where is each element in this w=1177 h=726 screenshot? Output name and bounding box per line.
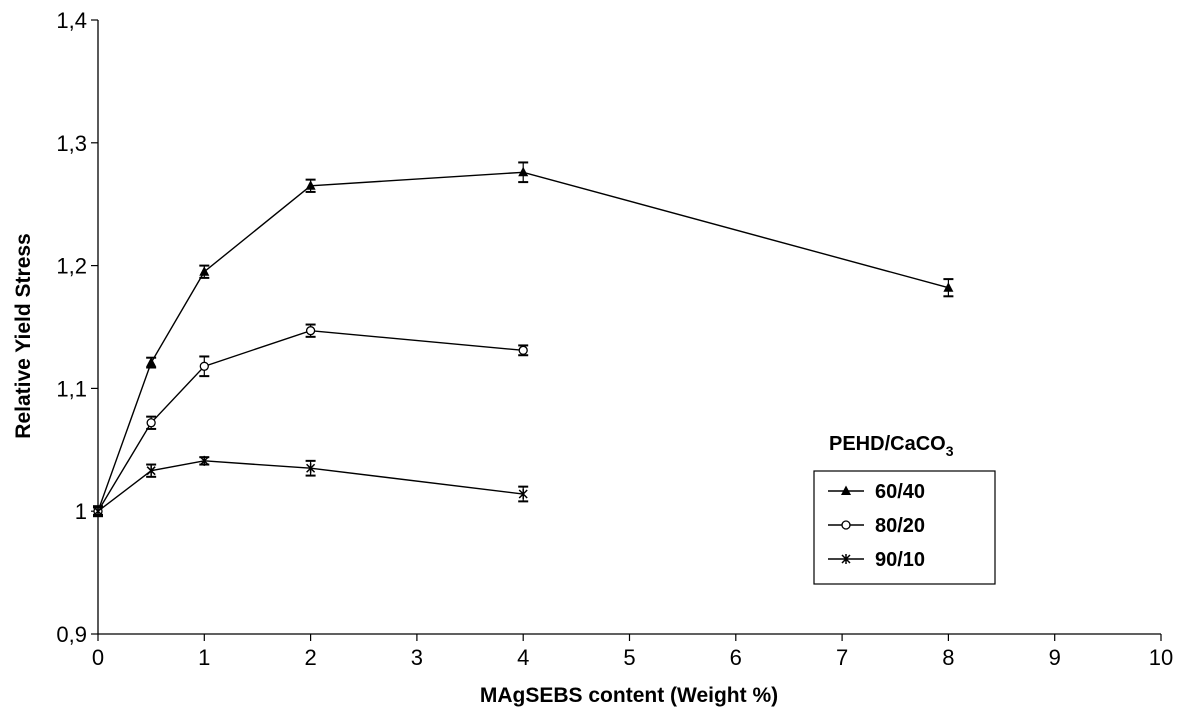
legend-label: 80/20: [875, 515, 925, 537]
data-point: [305, 326, 316, 336]
x-axis-label: MAgSEBS content (Weight %): [480, 684, 778, 707]
x-tick-label: 7: [836, 645, 848, 670]
data-point: [199, 361, 209, 371]
x-tick-label: 6: [730, 645, 742, 670]
y-tick-label: 1,3: [56, 131, 87, 156]
data-point: [146, 357, 157, 367]
data-point: [518, 166, 529, 177]
data-point: [306, 463, 316, 474]
legend-label: 60/40: [875, 481, 925, 503]
data-point: [518, 489, 528, 500]
data-point: [943, 282, 954, 292]
y-tick-label: 1,1: [56, 376, 87, 401]
x-tick-label: 8: [942, 645, 954, 670]
legend: PEHD/CaCO3 60/40 80/20 90/10: [813, 433, 996, 585]
y-tick-label: 1,2: [56, 254, 87, 279]
legend-label: 90/10: [875, 549, 925, 571]
series-line: [97, 329, 524, 512]
axis-ticks: 0 1 2 3 4 5 6 7 8 9 10 0,9 1 1,1 1,2 1,3 1,4: [56, 8, 1173, 670]
x-tick-label: 9: [1049, 645, 1061, 670]
series-1: [93, 323, 529, 518]
series-line: [97, 171, 949, 512]
x-tick-label: 2: [304, 645, 316, 670]
y-axis-label: Relative Yield Stress: [12, 233, 35, 438]
y-tick-label: 1: [75, 499, 87, 524]
data-point: [305, 180, 316, 190]
legend-marker: [841, 520, 851, 530]
axes: [97, 20, 1161, 635]
x-tick-label: 10: [1149, 645, 1173, 670]
legend-entry-1: 80/20: [828, 515, 925, 537]
series-0: [93, 161, 954, 518]
series-layer: [93, 161, 954, 518]
data-point: [93, 506, 103, 517]
y-tick-label: 0,9: [56, 622, 87, 647]
legend-items: 60/40 80/20 90/10: [828, 481, 925, 571]
legend-title: PEHD/CaCO3: [829, 433, 954, 459]
data-point: [518, 345, 528, 355]
x-tick-label: 0: [92, 645, 104, 670]
x-tick-label: 5: [623, 645, 635, 670]
legend-entry-2: 90/10: [828, 549, 925, 571]
x-tick-label: 1: [198, 645, 210, 670]
legend-entry-0: 60/40: [828, 481, 925, 503]
data-point: [146, 418, 156, 428]
data-point: [199, 266, 210, 276]
y-tick-label: 1,4: [56, 8, 87, 33]
series-2: [93, 455, 529, 517]
data-point: [199, 455, 209, 466]
x-tick-label: 4: [517, 645, 529, 670]
legend-marker: [841, 554, 851, 564]
x-tick-label: 3: [411, 645, 423, 670]
legend-marker: [841, 485, 851, 495]
data-point: [146, 465, 156, 476]
